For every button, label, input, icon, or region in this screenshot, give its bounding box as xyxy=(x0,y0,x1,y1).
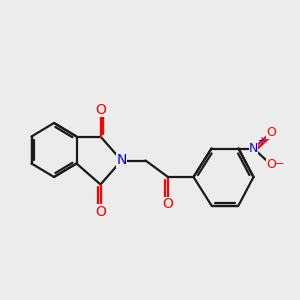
Text: N: N xyxy=(116,154,127,167)
Text: +: + xyxy=(257,136,265,146)
Text: O: O xyxy=(163,197,173,211)
Text: O: O xyxy=(267,158,276,172)
Text: N: N xyxy=(249,142,258,155)
Text: O: O xyxy=(95,205,106,218)
Text: −: − xyxy=(275,158,285,169)
Text: O: O xyxy=(95,103,106,116)
Text: O: O xyxy=(267,125,276,139)
